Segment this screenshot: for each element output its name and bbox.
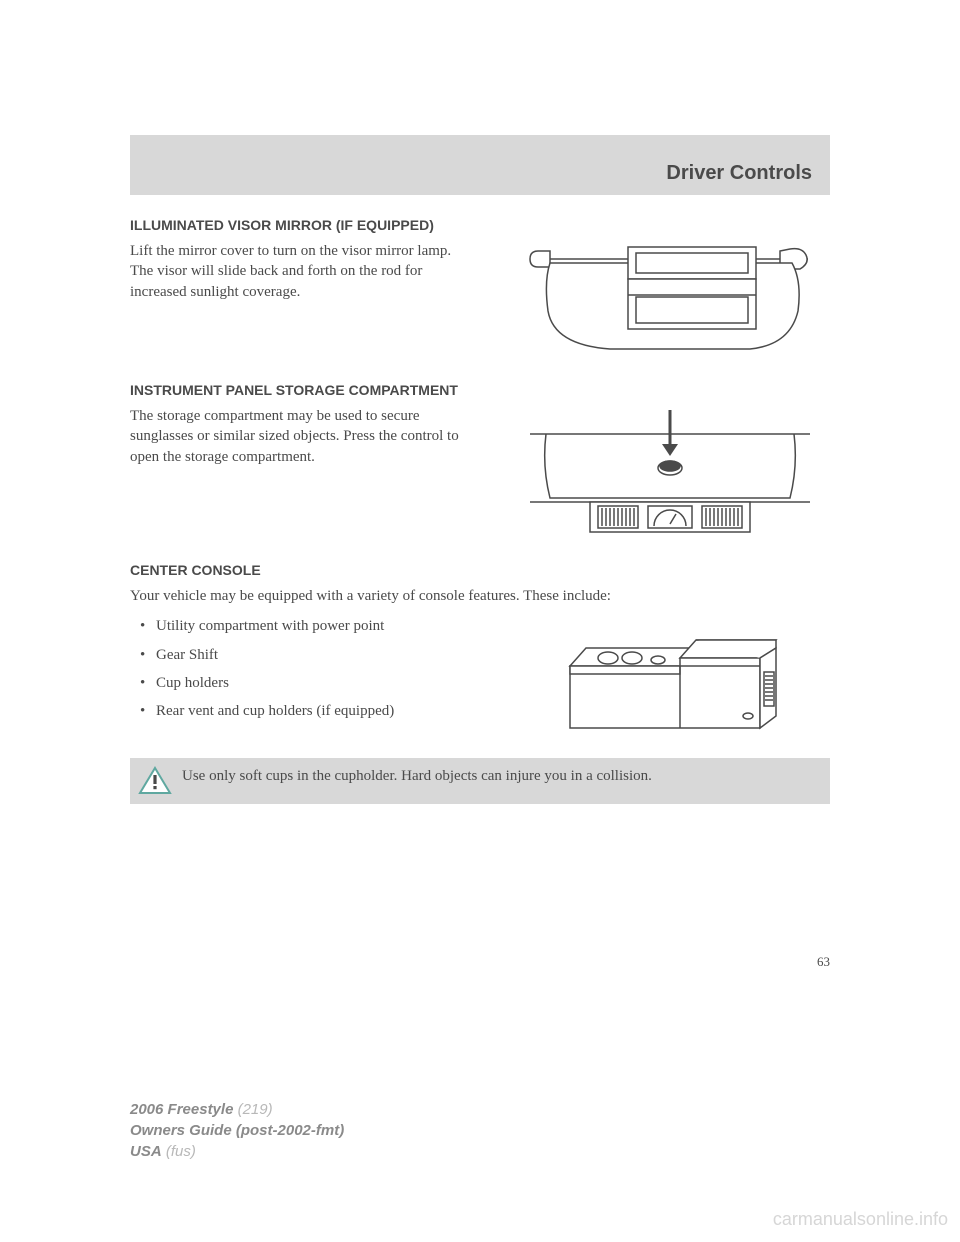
section-console: CENTER CONSOLE Your vehicle may be equip… <box>130 562 830 804</box>
chapter-title: Driver Controls <box>666 162 812 185</box>
heading-console: CENTER CONSOLE <box>130 562 830 578</box>
footer-guide: Owners Guide (post-2002-fmt) <box>130 1120 344 1141</box>
section-visor: ILLUMINATED VISOR MIRROR (IF EQUIPPED) L… <box>130 217 830 356</box>
body-visor: Lift the mirror cover to turn on the vis… <box>130 241 470 302</box>
warning-text: Use only soft cups in the cupholder. Har… <box>182 766 820 786</box>
manual-page: Driver Controls ILLUMINATED VISOR MIRROR… <box>130 135 830 970</box>
watermark: carmanualsonline.info <box>773 1209 948 1230</box>
heading-visor: ILLUMINATED VISOR MIRROR (IF EQUIPPED) <box>130 217 830 233</box>
illustration-console <box>520 616 830 746</box>
section-storage: INSTRUMENT PANEL STORAGE COMPARTMENT The… <box>130 382 830 536</box>
warning-box: Use only soft cups in the cupholder. Har… <box>130 758 830 804</box>
illustration-visor <box>520 241 830 356</box>
footer-region: USA <box>130 1143 162 1160</box>
list-item: Utility compartment with power point <box>144 616 470 636</box>
list-item: Cup holders <box>144 673 470 693</box>
intro-console: Your vehicle may be equipped with a vari… <box>130 586 830 606</box>
footer-model: 2006 Freestyle <box>130 1101 233 1118</box>
console-bullets: Utility compartment with power point Gea… <box>130 616 470 721</box>
footer-model-code: (219) <box>238 1101 273 1118</box>
page-number: 63 <box>130 954 830 970</box>
list-item: Gear Shift <box>144 645 470 665</box>
heading-storage: INSTRUMENT PANEL STORAGE COMPARTMENT <box>130 382 830 398</box>
header-bar: Driver Controls <box>130 135 830 195</box>
list-item: Rear vent and cup holders (if equipped) <box>144 701 470 721</box>
footer: 2006 Freestyle (219) Owners Guide (post-… <box>130 1099 344 1162</box>
warning-icon <box>138 766 172 796</box>
footer-region-code: (fus) <box>166 1143 196 1160</box>
body-storage: The storage compartment may be used to s… <box>130 406 470 467</box>
illustration-storage <box>520 406 830 536</box>
